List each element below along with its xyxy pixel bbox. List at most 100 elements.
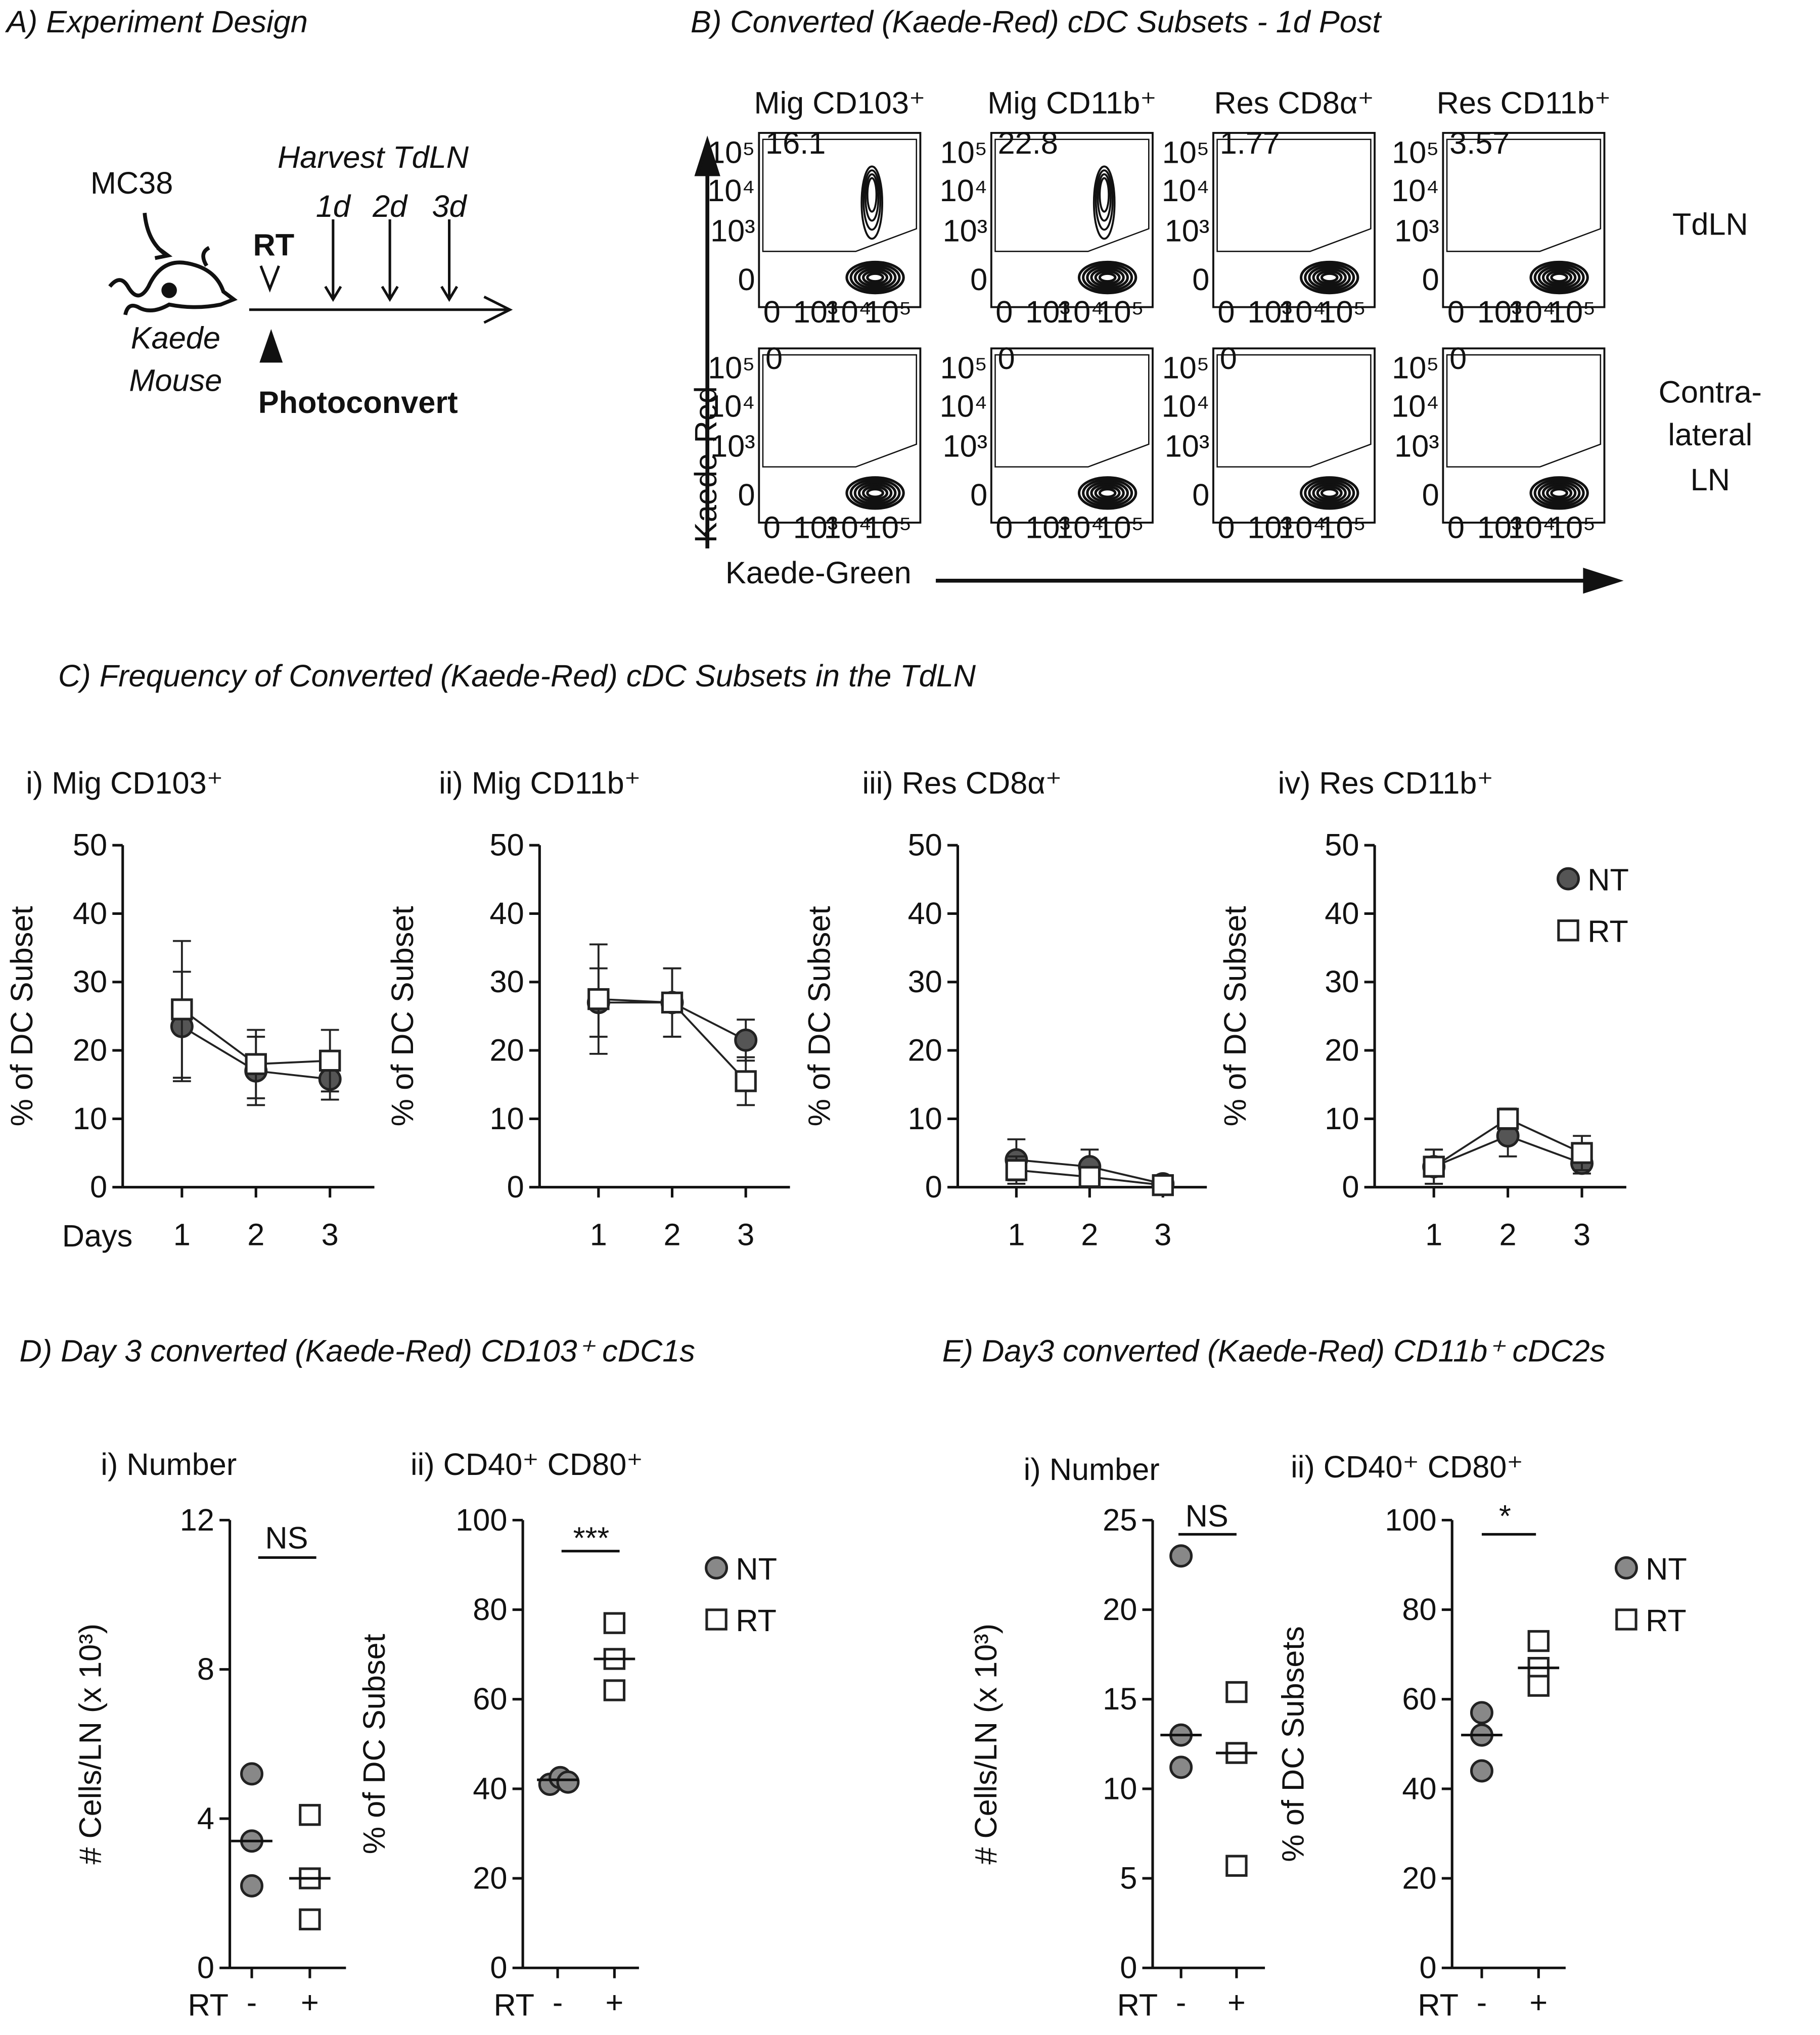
flow-y-tick: 10³ [1394, 213, 1439, 248]
x-tick-label: 1 [1008, 1218, 1025, 1252]
y-tick-label: 40 [473, 1771, 507, 1806]
flow-x-tick: 0 [1447, 295, 1465, 329]
flow-x-tick: 10³ [1025, 511, 1070, 545]
y-tick-label: 30 [73, 964, 107, 999]
contour [1546, 270, 1573, 285]
contour [1077, 260, 1138, 295]
contour [1312, 267, 1347, 288]
flow-y-label: Kaede-Red [689, 386, 723, 543]
flow-x-tick: 10⁵ [1549, 295, 1596, 329]
y-tick-label: 40 [908, 896, 942, 931]
x-tick-label: 2 [1081, 1218, 1098, 1252]
gate-frequency: 0 [765, 341, 783, 376]
day-label: 1d [316, 189, 351, 223]
contour [1320, 488, 1339, 498]
contour [862, 485, 889, 501]
gate [1446, 354, 1602, 468]
data-point [1496, 1107, 1519, 1130]
legend-marker [705, 1608, 727, 1631]
contour [1320, 272, 1339, 283]
data-point [556, 1770, 580, 1794]
mouse-label: Kaede [131, 320, 220, 355]
y-tick-label: 0 [1342, 1170, 1359, 1204]
flow-y-tick: 10⁵ [1392, 351, 1439, 385]
legend-marker [1557, 919, 1579, 942]
timeline [249, 219, 513, 324]
flow-x-tick: 10⁴ [1508, 295, 1556, 329]
gate [762, 354, 918, 468]
contour [1541, 267, 1577, 288]
row-label: TdLN [1672, 207, 1748, 242]
flow-x-tick: 0 [995, 511, 1013, 545]
flow-x-tick: 10⁴ [1278, 295, 1326, 329]
flow-plot-frame [990, 347, 1154, 524]
y-axis-label: % of DC Subsets [1276, 1626, 1310, 1862]
flow-y-tick: 0 [1422, 262, 1439, 297]
contour [862, 169, 882, 231]
flow-x-tick: 0 [763, 511, 781, 545]
contour [857, 483, 893, 503]
flow-x-tick: 10⁴ [824, 511, 872, 545]
column-header: Res CD11b⁺ [1437, 86, 1611, 120]
data-point [299, 1908, 321, 1930]
y-tick-label: 10 [1325, 1101, 1359, 1136]
data-point [603, 1679, 626, 1701]
legend-label: NT [1646, 1552, 1687, 1586]
y-tick-label: 40 [490, 896, 524, 931]
flow-y-tick: 10³ [710, 213, 755, 248]
y-tick-label: 60 [473, 1682, 507, 1716]
flow-x-tick: 10⁵ [1097, 295, 1144, 329]
data-point [1470, 1759, 1493, 1783]
data-point [318, 1049, 341, 1072]
contour [849, 263, 901, 292]
flow-y-tick: 10³ [710, 429, 755, 464]
y-tick-label: 5 [1120, 1861, 1137, 1895]
y-tick-label: 80 [473, 1592, 507, 1627]
y-tick-label: 60 [1402, 1682, 1436, 1716]
y-tick-label: 20 [473, 1861, 507, 1895]
x-tick-label: + [301, 1985, 319, 2020]
y-tick-label: 10 [490, 1101, 524, 1136]
contour [853, 265, 897, 290]
gate-frequency: 1.77 [1220, 126, 1280, 160]
contour [1529, 260, 1589, 295]
y-tick-label: 20 [908, 1033, 942, 1068]
contour [866, 177, 878, 213]
flow-y-tick: 10⁵ [940, 135, 988, 169]
photoconvert-marker [259, 329, 283, 363]
flow-y-tick: 10⁵ [1162, 135, 1210, 169]
contour [1082, 263, 1133, 292]
y-axis-label: % of DC Subset [802, 906, 837, 1127]
y-tick-label: 50 [1325, 828, 1359, 862]
rt-label: RT [253, 227, 295, 262]
flow-y-tick: 0 [1192, 262, 1209, 297]
contour [1077, 476, 1138, 510]
mouse-drawing [108, 212, 238, 315]
gate-frequency: 0 [1220, 341, 1237, 376]
column-header: Res CD8α⁺ [1214, 86, 1374, 120]
y-tick-label: 20 [73, 1033, 107, 1068]
contour [857, 267, 893, 288]
significance: NS [1186, 1499, 1228, 1533]
flow-y-tick: 10⁴ [707, 173, 755, 208]
legend-label: RT [1587, 914, 1628, 949]
flow-y-tick: 0 [970, 262, 987, 297]
chart-title: ii) CD40⁺ CD80⁺ [411, 1447, 643, 1482]
x-tick-label: 1 [1425, 1218, 1442, 1252]
contour [1533, 263, 1585, 292]
contour [1304, 478, 1355, 507]
data-point [734, 1028, 758, 1052]
contour [1095, 169, 1114, 231]
contour [1090, 267, 1125, 288]
flow-x-tick: 10⁵ [1318, 511, 1366, 545]
y-tick-label: 0 [197, 1951, 214, 1985]
chart-title: ii) CD40⁺ CD80⁺ [1291, 1450, 1523, 1484]
gate-frequency: 3.57 [1449, 126, 1510, 160]
data-point [1527, 1630, 1550, 1652]
day-label: 2d [372, 189, 408, 223]
x-tick-label: 2 [1499, 1218, 1517, 1252]
contour [1308, 265, 1351, 290]
x-tick-label: - [247, 1985, 257, 2020]
y-tick-label: 0 [1120, 1951, 1137, 1985]
